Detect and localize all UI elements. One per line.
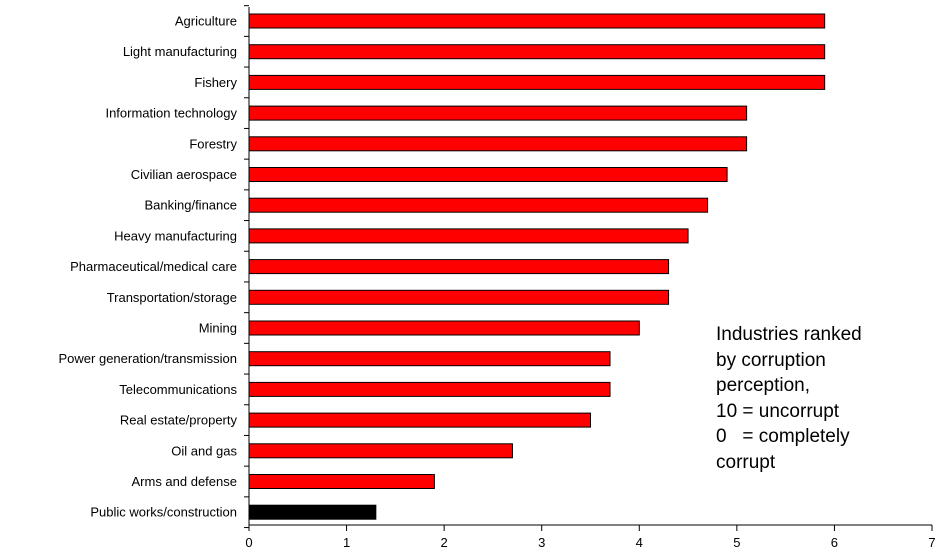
bar-telecommunications: [248, 381, 611, 397]
category-label: Oil and gas: [171, 443, 237, 458]
bar-fishery: [248, 74, 826, 90]
x-tick-label: 6: [831, 535, 838, 550]
category-label: Agriculture: [175, 14, 237, 29]
chart-annotation: Industries ranked by corruption percepti…: [716, 322, 931, 475]
x-tick-label: 3: [538, 535, 545, 550]
category-label: Light manufacturing: [123, 44, 237, 59]
bar-arms-and-defense: [248, 474, 435, 489]
bar-information-technology: [248, 105, 748, 121]
bar-civilian-aerospace: [248, 167, 728, 182]
bar-agriculture: [248, 13, 826, 29]
category-label: Power generation/transmission: [59, 351, 237, 366]
category-label: Arms and defense: [131, 474, 237, 489]
category-label: Banking/finance: [144, 198, 237, 213]
annotation-line-5: 0 = completely: [716, 426, 850, 447]
category-label: Civilian aerospace: [131, 167, 237, 182]
x-tick-label: 2: [441, 535, 448, 550]
x-tick-label: 1: [343, 535, 350, 550]
bar-mining: [248, 320, 640, 336]
x-tick-label: 7: [928, 535, 935, 550]
bar-heavy-manufacturing: [248, 228, 689, 244]
bar-oil-and-gas: [248, 443, 513, 459]
x-tick-label: 5: [733, 535, 740, 550]
bar-public-works-construction: [248, 504, 377, 520]
bar-light-manufacturing: [248, 44, 826, 60]
category-label: Information technology: [105, 106, 237, 121]
x-ticks: 0 1 2 3 4 5 6 7: [245, 525, 936, 550]
bar-real-estate-property: [248, 412, 591, 428]
annotation-line-4: 10 = uncorrupt: [716, 400, 840, 422]
category-label: Telecommunications: [119, 382, 237, 397]
annotation-line-6: corrupt: [716, 451, 776, 473]
bar-pharmaceutical-medical-care: [248, 259, 670, 275]
bar-forestry: [248, 136, 748, 152]
category-label: Transportation/storage: [107, 290, 237, 305]
bar-transportation-storage: [248, 289, 670, 305]
category-label: Heavy manufacturing: [114, 228, 237, 243]
bars: [248, 13, 826, 520]
bar-banking-finance: [248, 197, 709, 213]
annotation-line-1: Industries ranked: [716, 324, 862, 345]
category-label: Real estate/property: [120, 413, 238, 428]
category-labels: Agriculture Light manufacturing Fishery Inf…: [59, 14, 238, 520]
x-tick-label: 4: [636, 535, 643, 550]
category-label: Fishery: [194, 75, 237, 90]
category-label: Forestry: [189, 136, 237, 151]
category-label: Public works/construction: [90, 505, 237, 520]
category-label: Pharmaceutical/medical care: [70, 259, 237, 274]
bar-power-generation-transmission: [248, 351, 611, 367]
x-tick-label: 0: [245, 535, 252, 550]
annotation-line-3: perception,: [716, 375, 811, 396]
annotation-line-2: by corruption: [716, 349, 826, 371]
category-label: Mining: [199, 321, 237, 336]
